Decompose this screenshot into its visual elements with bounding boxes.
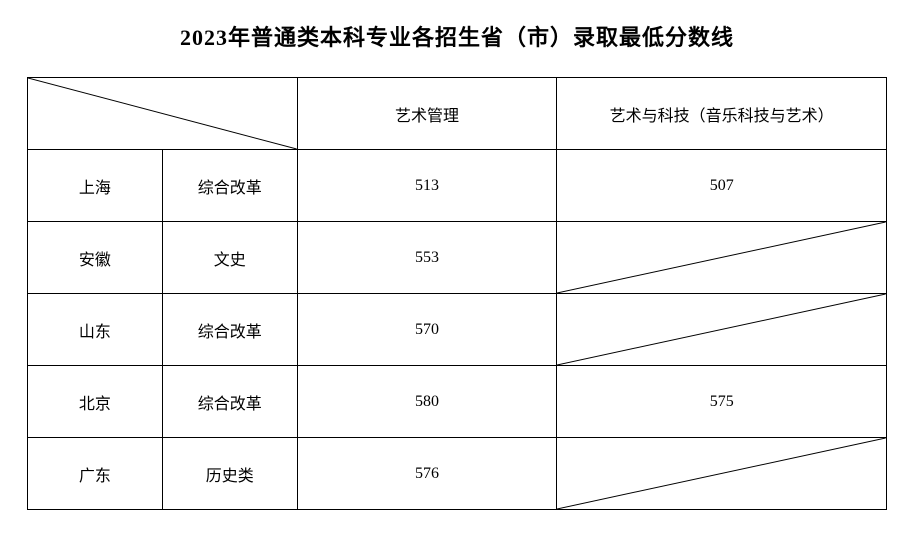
cell-major2 bbox=[557, 222, 887, 294]
cell-major2 bbox=[557, 294, 887, 366]
cell-major1: 576 bbox=[297, 438, 557, 510]
cell-province: 北京 bbox=[28, 366, 163, 438]
cell-major2 bbox=[557, 438, 887, 510]
cell-category: 综合改革 bbox=[162, 366, 297, 438]
table-header-row: 艺术管理 艺术与科技（音乐科技与艺术） bbox=[28, 78, 887, 150]
table-row: 广东历史类576 bbox=[28, 438, 887, 510]
header-major2: 艺术与科技（音乐科技与艺术） bbox=[557, 78, 887, 150]
table-body: 上海综合改革513507安徽文史553山东综合改革570北京综合改革580575… bbox=[28, 150, 887, 510]
header-diagonal-cell bbox=[28, 78, 298, 150]
admission-score-table: 艺术管理 艺术与科技（音乐科技与艺术） 上海综合改革513507安徽文史553山… bbox=[27, 77, 887, 510]
cell-province: 山东 bbox=[28, 294, 163, 366]
table-row: 安徽文史553 bbox=[28, 222, 887, 294]
cell-major1: 513 bbox=[297, 150, 557, 222]
cell-category: 文史 bbox=[162, 222, 297, 294]
table-row: 北京综合改革580575 bbox=[28, 366, 887, 438]
table-row: 上海综合改革513507 bbox=[28, 150, 887, 222]
table-row: 山东综合改革570 bbox=[28, 294, 887, 366]
page-title: 2023年普通类本科专业各招生省（市）录取最低分数线 bbox=[20, 20, 894, 52]
cell-province: 安徽 bbox=[28, 222, 163, 294]
cell-category: 综合改革 bbox=[162, 294, 297, 366]
header-major1: 艺术管理 bbox=[297, 78, 557, 150]
cell-major1: 553 bbox=[297, 222, 557, 294]
cell-major1: 580 bbox=[297, 366, 557, 438]
cell-province: 广东 bbox=[28, 438, 163, 510]
cell-major1: 570 bbox=[297, 294, 557, 366]
cell-category: 综合改革 bbox=[162, 150, 297, 222]
cell-major2: 507 bbox=[557, 150, 887, 222]
cell-major2: 575 bbox=[557, 366, 887, 438]
cell-category: 历史类 bbox=[162, 438, 297, 510]
cell-province: 上海 bbox=[28, 150, 163, 222]
